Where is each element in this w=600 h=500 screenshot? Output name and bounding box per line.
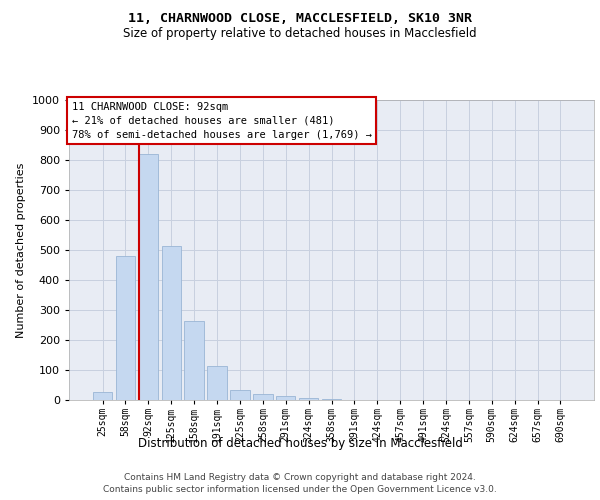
Bar (208, 366, 227, 400)
Bar (230, 390, 250, 400)
Text: 11, CHARNWOOD CLOSE, MACCLESFIELD, SK10 3NR: 11, CHARNWOOD CLOSE, MACCLESFIELD, SK10 … (128, 12, 472, 26)
Bar (253, 394, 272, 400)
Text: Contains HM Land Registry data © Crown copyright and database right 2024.: Contains HM Land Registry data © Crown c… (124, 472, 476, 482)
Bar (322, 398, 341, 400)
Bar (93, 392, 112, 400)
Text: Distribution of detached houses by size in Macclesfield: Distribution of detached houses by size … (137, 438, 463, 450)
Bar (299, 398, 319, 400)
Y-axis label: Number of detached properties: Number of detached properties (16, 162, 26, 338)
Bar (184, 320, 204, 400)
Text: Contains public sector information licensed under the Open Government Licence v3: Contains public sector information licen… (103, 485, 497, 494)
Bar (139, 154, 158, 400)
Text: 11 CHARNWOOD CLOSE: 92sqm
← 21% of detached houses are smaller (481)
78% of semi: 11 CHARNWOOD CLOSE: 92sqm ← 21% of detac… (71, 102, 371, 140)
Bar (116, 256, 135, 400)
Text: Size of property relative to detached houses in Macclesfield: Size of property relative to detached ho… (123, 28, 477, 40)
Bar (161, 246, 181, 400)
Bar (276, 396, 295, 400)
